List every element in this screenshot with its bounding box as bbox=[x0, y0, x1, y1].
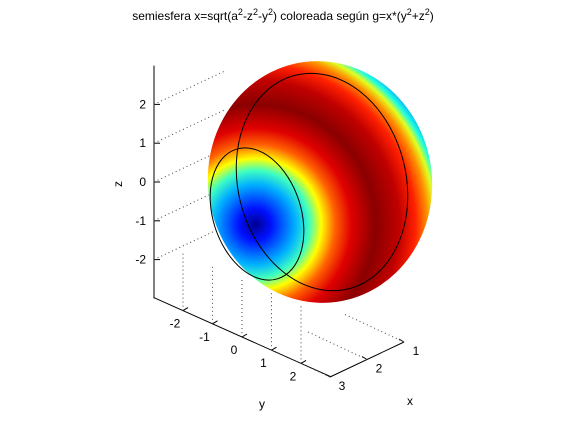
z-tick-label: 2 bbox=[139, 97, 146, 111]
hemisphere bbox=[207, 61, 433, 303]
y-tick-label: 0 bbox=[231, 343, 238, 357]
grid-line bbox=[306, 331, 368, 360]
x-tick-label: 1 bbox=[413, 344, 420, 358]
title-part: 2 bbox=[238, 7, 243, 17]
grid-line bbox=[153, 226, 225, 261]
y-tick-label: 1 bbox=[260, 356, 267, 370]
title-part: ) bbox=[430, 9, 434, 23]
title-part: -y bbox=[258, 9, 268, 23]
x-tick-label: 2 bbox=[376, 362, 383, 376]
title-part: 2 bbox=[407, 7, 412, 17]
y-tick-label: -1 bbox=[199, 330, 210, 344]
y-tick bbox=[182, 307, 189, 312]
y-axis-label: y bbox=[259, 397, 265, 411]
title-part: ) coloreada según g=x*(y bbox=[273, 9, 407, 23]
title-part: +z bbox=[412, 9, 425, 23]
contour bbox=[209, 147, 305, 281]
chart-title: semiesfera x=sqrt(a2-z2-y2) coloreada se… bbox=[132, 7, 434, 23]
grid-line bbox=[153, 109, 225, 144]
z-tick-label: -2 bbox=[135, 253, 146, 267]
y-tick-label: 2 bbox=[290, 369, 297, 383]
z-axis-label: z bbox=[111, 181, 125, 187]
x-tick-label: 3 bbox=[339, 379, 346, 393]
title-part: 2 bbox=[268, 7, 273, 17]
z-tick-label: 1 bbox=[139, 136, 146, 150]
grid-line bbox=[343, 313, 405, 343]
y-tick bbox=[271, 346, 277, 351]
z-tick-label: 0 bbox=[139, 175, 146, 189]
y-tick bbox=[300, 359, 307, 364]
title-part: 2 bbox=[253, 7, 258, 17]
title-part: 2 bbox=[425, 7, 430, 17]
x-axis-label: x bbox=[407, 394, 413, 408]
y-tick bbox=[241, 333, 248, 338]
title-part: semiesfera x=sqrt(a bbox=[132, 9, 238, 23]
y-tick bbox=[212, 320, 218, 325]
surface bbox=[207, 61, 433, 303]
z-tick-label: -1 bbox=[135, 214, 146, 228]
grid-line bbox=[153, 70, 225, 105]
y-tick-label: -2 bbox=[170, 317, 181, 331]
contour bbox=[235, 72, 409, 292]
title-part: -z bbox=[243, 9, 253, 23]
